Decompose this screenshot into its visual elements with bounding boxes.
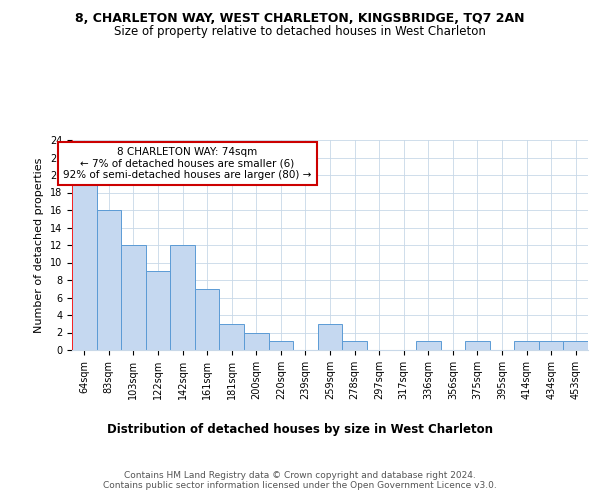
Bar — [416, 341, 440, 350]
Text: Contains HM Land Registry data © Crown copyright and database right 2024.
Contai: Contains HM Land Registry data © Crown c… — [103, 470, 497, 490]
Text: 8, CHARLETON WAY, WEST CHARLETON, KINGSBRIDGE, TQ7 2AN: 8, CHARLETON WAY, WEST CHARLETON, KINGSB… — [75, 12, 525, 26]
Y-axis label: Number of detached properties: Number of detached properties — [34, 158, 44, 332]
Bar — [269, 341, 293, 350]
Bar — [514, 341, 539, 350]
Bar — [244, 332, 269, 350]
Bar — [342, 341, 367, 350]
Bar — [563, 341, 588, 350]
Bar — [170, 245, 195, 350]
Bar — [146, 271, 170, 350]
Text: Size of property relative to detached houses in West Charleton: Size of property relative to detached ho… — [114, 25, 486, 38]
Bar — [220, 324, 244, 350]
Bar — [465, 341, 490, 350]
Bar — [72, 184, 97, 350]
Bar — [195, 289, 220, 350]
Bar — [97, 210, 121, 350]
Bar — [318, 324, 342, 350]
Text: Distribution of detached houses by size in West Charleton: Distribution of detached houses by size … — [107, 422, 493, 436]
Text: 8 CHARLETON WAY: 74sqm
← 7% of detached houses are smaller (6)
92% of semi-detac: 8 CHARLETON WAY: 74sqm ← 7% of detached … — [63, 147, 311, 180]
Bar — [121, 245, 146, 350]
Bar — [539, 341, 563, 350]
